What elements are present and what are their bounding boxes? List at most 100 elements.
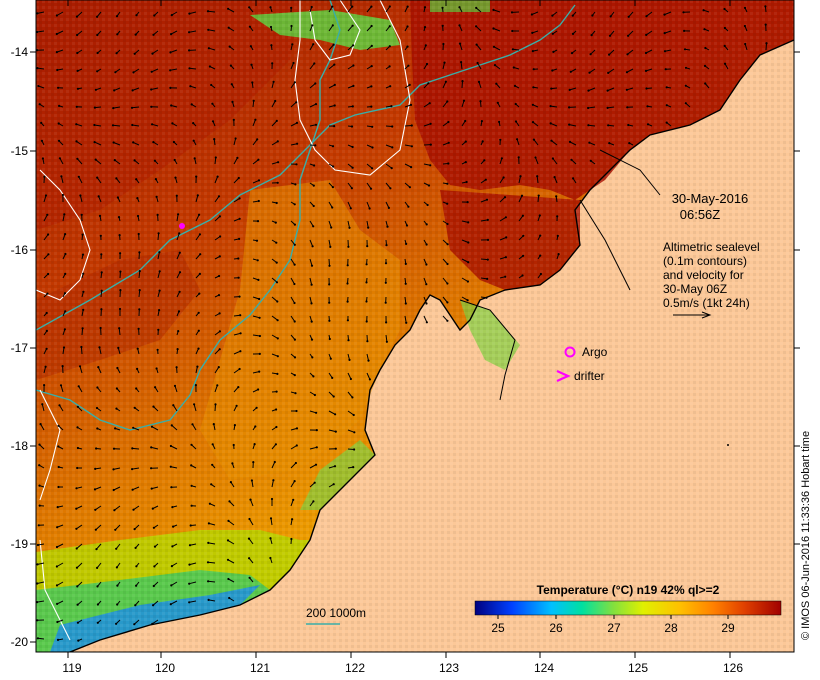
velocity-arrow-head — [625, 88, 629, 91]
velocity-arrow-head — [256, 259, 259, 262]
velocity-arrow-head — [138, 308, 141, 311]
velocity-arrow-head — [239, 332, 242, 335]
velocity-arrow-head — [291, 518, 294, 521]
velocity-arrow-head — [684, 102, 687, 105]
velocity-arrow-head — [555, 195, 558, 198]
velocity-arrow-head — [57, 465, 60, 469]
velocity-arrow-head — [461, 80, 464, 83]
velocity-arrow — [309, 258, 313, 266]
velocity-arrow-head — [293, 243, 296, 246]
velocity-arrow-head — [207, 47, 210, 50]
velocity-arrow-head — [331, 376, 334, 379]
velocity-arrow-head — [550, 87, 553, 90]
velocity-arrow-head — [188, 12, 191, 15]
velocity-arrow — [132, 486, 140, 491]
velocity-arrow-head — [138, 270, 141, 273]
velocity-arrow-head — [310, 5, 313, 9]
velocity-arrow-head — [446, 319, 449, 322]
velocity-arrow — [309, 277, 313, 285]
velocity-arrow-head — [484, 178, 487, 181]
velocity-arrow-head — [311, 245, 314, 248]
velocity-arrow-head — [178, 232, 181, 235]
velocity-arrow-head — [96, 33, 99, 37]
velocity-arrow — [309, 103, 317, 108]
velocity-scale-arrow — [673, 311, 712, 319]
velocity-arrow — [227, 559, 235, 564]
velocity-arrow-head — [218, 330, 221, 333]
velocity-arrow — [461, 81, 463, 89]
velocity-arrow-head — [40, 139, 44, 142]
velocity-arrow-head — [64, 310, 67, 313]
lat-tick-label: -18 — [11, 439, 29, 453]
velocity-arrow-head — [606, 106, 609, 109]
velocity-arrow-head — [38, 504, 41, 507]
velocity-arrow-head — [177, 330, 180, 333]
velocity-arrow-head — [532, 138, 536, 141]
velocity-arrow — [214, 385, 218, 393]
velocity-arrow-head — [97, 195, 100, 198]
velocity-arrow — [645, 30, 653, 36]
velocity-arrow-head — [458, 24, 461, 27]
velocity-arrow-head — [424, 44, 427, 47]
velocity-arrow-head — [499, 138, 502, 141]
velocity-arrow — [499, 236, 507, 241]
velocity-arrow-head — [55, 51, 59, 54]
velocity-arrow-head — [226, 558, 230, 561]
velocity-arrow — [252, 334, 260, 337]
velocity-arrow-head — [315, 446, 318, 449]
velocity-arrow-head — [250, 479, 253, 482]
velocity-arrow-head — [227, 577, 230, 581]
velocity-arrow-head — [218, 348, 221, 351]
velocity-arrow-head — [556, 234, 559, 237]
velocity-arrow-head — [723, 7, 726, 11]
velocity-arrow-head — [64, 252, 67, 256]
velocity-arrow-head — [312, 43, 315, 46]
velocity-arrow — [132, 447, 140, 450]
velocity-arrow — [249, 518, 254, 526]
velocity-arrow-head — [248, 557, 251, 560]
velocity-arrow — [214, 196, 220, 203]
velocity-arrow-head — [219, 235, 222, 238]
velocity-arrow — [76, 11, 83, 17]
velocity-arrow-head — [239, 314, 242, 317]
velocity-arrow-head — [352, 413, 355, 417]
velocity-arrow-head — [429, 122, 432, 125]
velocity-arrow — [271, 461, 276, 469]
velocity-arrow-head — [446, 282, 449, 285]
velocity-arrow-head — [407, 205, 410, 208]
velocity-arrow-head — [193, 157, 196, 160]
velocity-arrow-head — [313, 164, 316, 167]
velocity-arrow-head — [212, 423, 215, 426]
velocity-arrow-head — [406, 45, 409, 48]
velocity-arrow-head — [217, 366, 220, 369]
velocity-arrow-head — [56, 620, 59, 624]
velocity-arrow-head — [365, 300, 368, 303]
velocity-arrow-head — [238, 197, 241, 200]
velocity-arrow-head — [75, 123, 78, 126]
velocity-arrow — [208, 29, 216, 32]
velocity-arrow-head — [55, 584, 59, 587]
velocity-arrow-head — [370, 105, 373, 108]
velocity-arrow-head — [312, 375, 315, 378]
velocity-arrow-head — [409, 103, 413, 106]
velocity-arrow-head — [588, 71, 591, 74]
velocity-arrow-head — [256, 220, 260, 223]
velocity-arrow-head — [58, 157, 62, 160]
velocity-arrow — [189, 581, 197, 585]
velocity-arrow-head — [115, 15, 119, 18]
velocity-arrow-head — [429, 143, 432, 146]
velocity-arrow-head — [388, 5, 391, 8]
velocity-arrow-head — [76, 446, 79, 450]
velocity-arrow-head — [447, 162, 450, 165]
velocity-arrow-head — [447, 120, 450, 124]
velocity-arrow — [114, 524, 121, 531]
velocity-arrow-head — [388, 25, 391, 28]
velocity-arrow-head — [388, 65, 391, 68]
velocity-arrow-head — [132, 71, 135, 74]
velocity-arrow-head — [328, 337, 331, 341]
velocity-arrow-head — [115, 547, 118, 550]
velocity-arrow — [550, 122, 558, 127]
velocity-arrow — [176, 214, 179, 222]
velocity-arrow-head — [150, 446, 153, 449]
velocity-arrow-head — [112, 447, 116, 450]
